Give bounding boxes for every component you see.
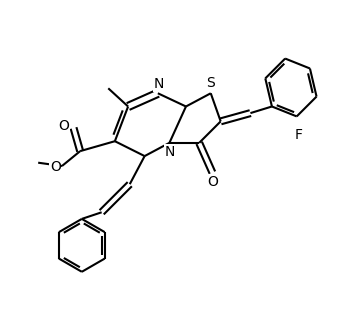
Text: S: S <box>206 76 215 90</box>
Text: O: O <box>58 119 69 133</box>
Text: O: O <box>50 160 61 174</box>
Text: F: F <box>294 127 302 141</box>
Text: O: O <box>207 175 218 189</box>
Text: N: N <box>153 77 164 91</box>
Text: N: N <box>164 145 174 159</box>
